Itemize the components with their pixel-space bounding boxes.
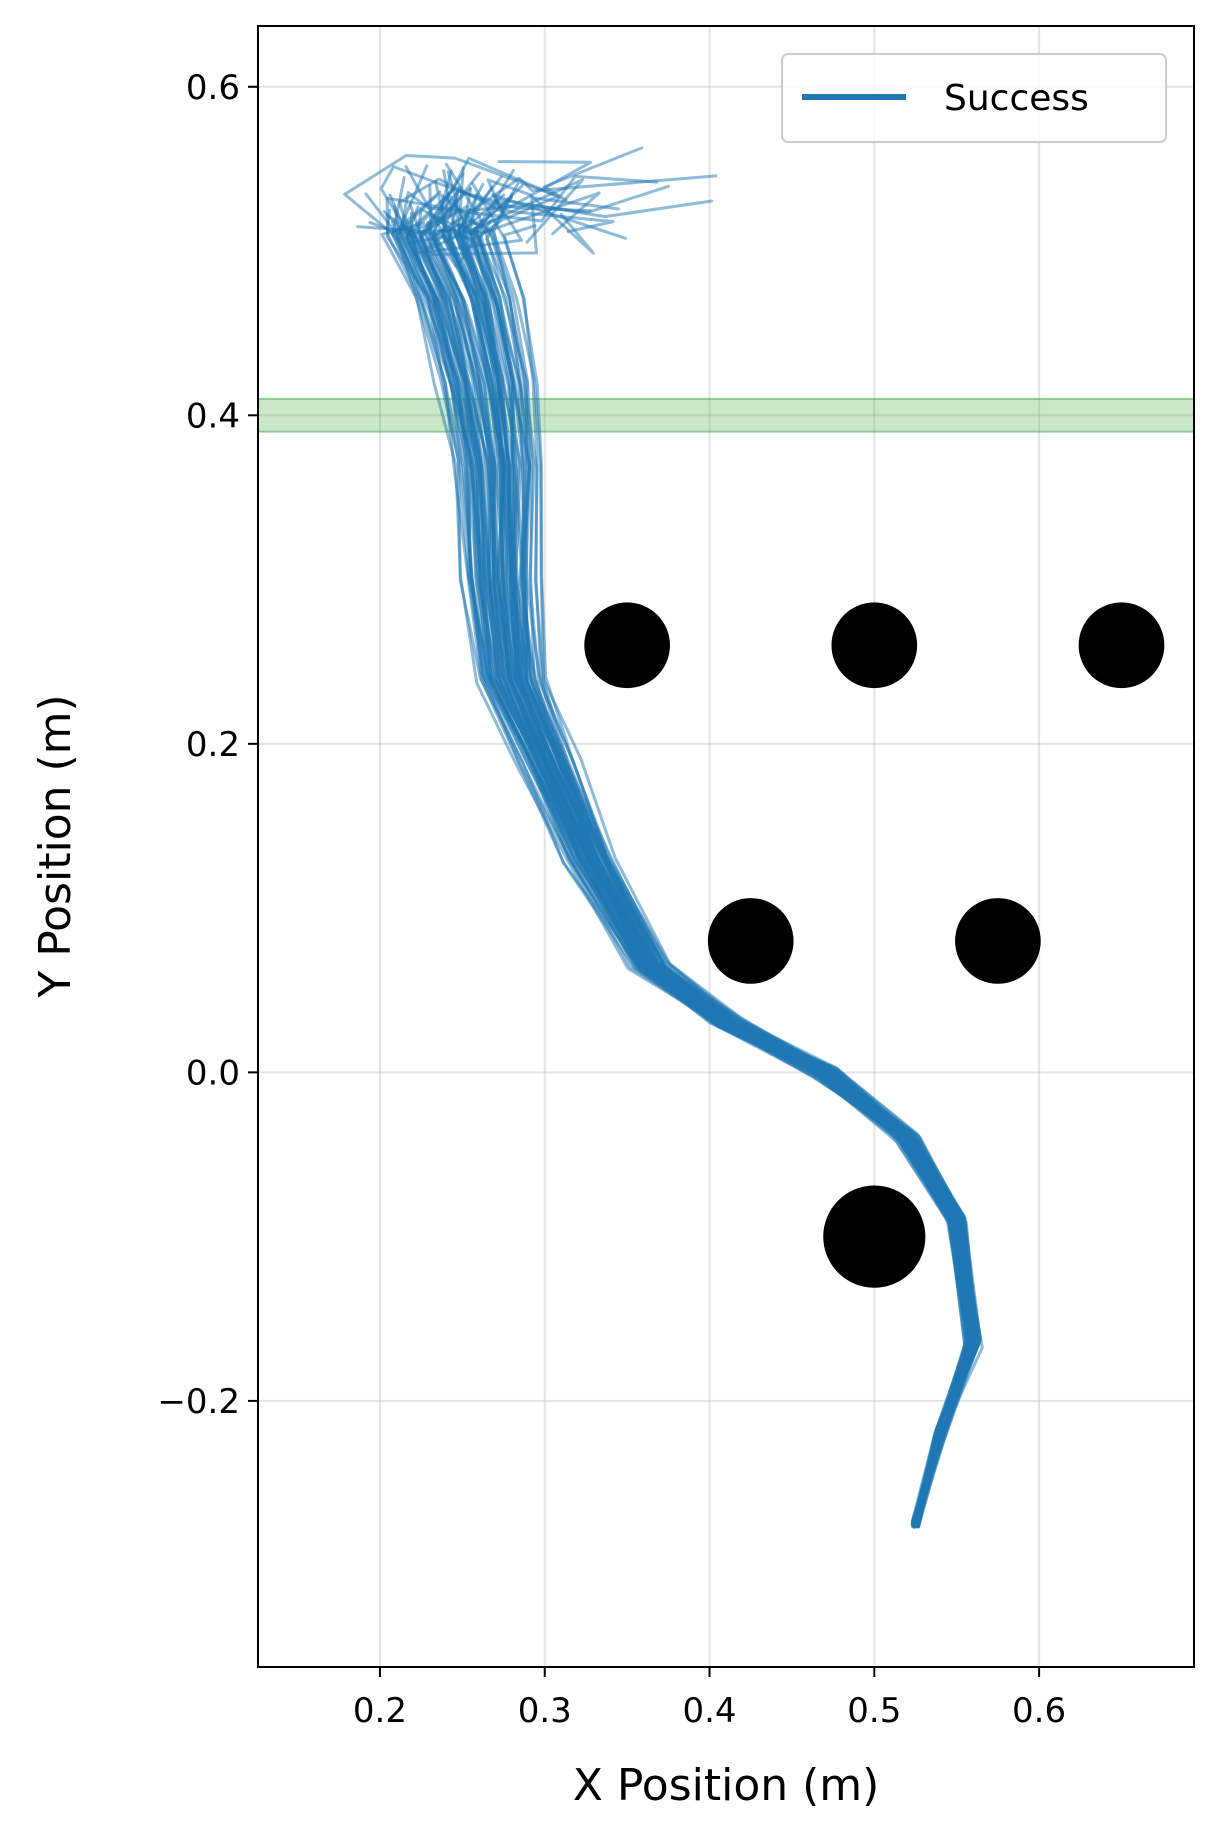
goal-band-layer xyxy=(257,397,1195,433)
legend-box xyxy=(781,53,1167,143)
x-tick-label: 0.5 xyxy=(847,1691,901,1731)
trajectory-line xyxy=(452,221,976,1525)
trajectory-line xyxy=(393,225,968,1525)
obstacles xyxy=(584,602,1165,1288)
obstacle-marker xyxy=(823,1185,926,1288)
x-axis-ticks: 0.2 0.3 0.4 0.5 0.6 xyxy=(353,1667,1066,1731)
obstacle-marker xyxy=(707,898,794,984)
trajectories xyxy=(343,146,984,1529)
obstacle-marker xyxy=(955,898,1041,984)
y-tick-label: 0.6 xyxy=(186,68,240,108)
y-axis-label: Y Position (m) xyxy=(30,694,81,998)
x-tick-label: 0.2 xyxy=(353,1691,407,1731)
x-tick-label: 0.6 xyxy=(1012,1691,1066,1731)
obstacle-marker xyxy=(584,602,670,689)
y-tick-label: 0.2 xyxy=(186,725,240,765)
obstacle-marker xyxy=(1078,602,1165,689)
legend-entry-success: Success xyxy=(944,78,1089,119)
y-axis-ticks: −0.2 0.0 0.2 0.4 0.6 xyxy=(157,68,258,1422)
x-tick-label: 0.4 xyxy=(682,1691,736,1731)
y-tick-label: 0.0 xyxy=(186,1053,240,1093)
legend: Success xyxy=(781,53,1167,143)
y-tick-label: −0.2 xyxy=(157,1382,240,1422)
y-tick-label: 0.4 xyxy=(186,396,240,436)
x-tick-label: 0.3 xyxy=(518,1691,572,1731)
goal-band xyxy=(257,397,1195,433)
obstacle-marker xyxy=(831,602,918,689)
trajectory-line xyxy=(454,182,977,1525)
plot-frame xyxy=(257,25,1195,1668)
trajectory-line xyxy=(426,196,977,1528)
trajectory-line xyxy=(466,219,981,1526)
x-axis-label: X Position (m) xyxy=(573,1760,880,1811)
